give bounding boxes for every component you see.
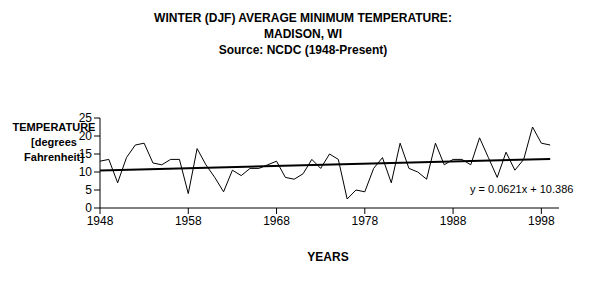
svg-text:1988: 1988: [440, 214, 467, 228]
svg-text:1978: 1978: [351, 214, 378, 228]
svg-text:5: 5: [85, 183, 92, 197]
svg-text:1948: 1948: [87, 214, 114, 228]
svg-text:10: 10: [79, 165, 93, 179]
svg-text:1958: 1958: [175, 214, 202, 228]
svg-text:0: 0: [85, 201, 92, 215]
svg-text:1998: 1998: [528, 214, 555, 228]
svg-text:1968: 1968: [263, 214, 290, 228]
